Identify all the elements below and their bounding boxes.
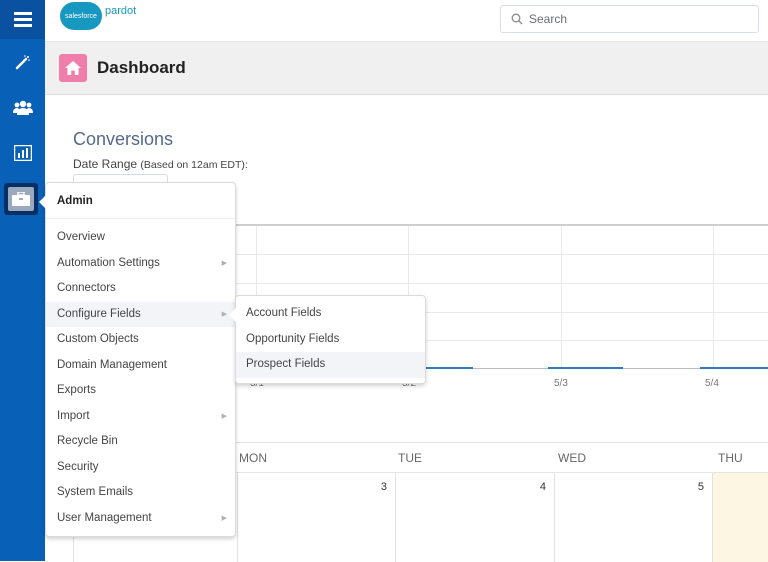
calendar-cell[interactable]: 4 xyxy=(395,473,554,562)
menu-item-user-management[interactable]: User Management ▶ xyxy=(46,506,235,532)
caret-right-icon: ▶ xyxy=(221,412,227,420)
menu-item-system-emails[interactable]: System Emails xyxy=(46,480,235,506)
menu-item-automation-settings[interactable]: Automation Settings ▶ xyxy=(46,251,235,277)
menu-item-exports[interactable]: Exports xyxy=(46,378,235,404)
home-icon xyxy=(65,61,81,75)
menu-item-security[interactable]: Security xyxy=(46,455,235,481)
top-bar: salesforce pardot Search xyxy=(45,0,768,41)
nav-marketing[interactable] xyxy=(0,44,45,80)
menu-item-label: Connectors xyxy=(57,282,116,294)
calendar-date: 5 xyxy=(697,481,704,493)
search-placeholder: Search xyxy=(529,12,568,26)
menu-item-label: System Emails xyxy=(57,486,134,498)
x-tick-label: 5/4 xyxy=(705,378,719,389)
calendar-date: 3 xyxy=(380,481,387,493)
menu-item-label: Recycle Bin xyxy=(57,435,118,447)
menu-item-label: Domain Management xyxy=(57,358,167,371)
search-input[interactable]: Search xyxy=(500,5,759,33)
magic-wand-icon xyxy=(15,55,30,70)
menu-item-domain-management[interactable]: Domain Management xyxy=(46,353,235,379)
calendar-day-header: WED xyxy=(558,451,586,465)
submenu-item-prospect-fields[interactable]: Prospect Fields xyxy=(236,352,425,378)
bar-chart-icon xyxy=(13,145,32,161)
x-tick-label: 5/3 xyxy=(554,378,568,389)
date-range-select[interactable] xyxy=(73,174,168,188)
hamburger-icon xyxy=(13,12,32,27)
menu-item-configure-fields[interactable]: Configure Fields ▶ xyxy=(46,301,235,327)
menu-item-import[interactable]: Import ▶ xyxy=(46,404,235,430)
people-icon xyxy=(12,100,33,115)
menu-item-recycle-bin[interactable]: Recycle Bin xyxy=(46,429,235,455)
calendar-date: 4 xyxy=(539,481,546,493)
menu-item-label: User Management xyxy=(57,511,152,524)
calendar-day-header: THU xyxy=(718,451,743,465)
calendar-cell[interactable]: 5 xyxy=(554,473,712,562)
calendar-day-header: TUE xyxy=(398,451,422,465)
salesforce-cloud-logo: salesforce xyxy=(60,2,102,30)
nav-reports[interactable] xyxy=(0,135,45,171)
menu-item-label: Overview xyxy=(57,231,105,243)
admin-menu-title: Admin xyxy=(46,183,235,219)
menu-item-custom-objects[interactable]: Custom Objects xyxy=(46,327,235,353)
date-range-label: Date Range (Based on 12am EDT): xyxy=(73,157,248,171)
nav-admin[interactable] xyxy=(4,183,38,215)
main-menu-button[interactable] xyxy=(0,0,45,39)
menu-item-overview[interactable]: Overview xyxy=(46,225,235,251)
pardot-logo[interactable]: salesforce pardot xyxy=(60,2,136,30)
date-range-note: (Based on 12am EDT): xyxy=(140,159,248,171)
submenu-item-account-fields[interactable]: Account Fields xyxy=(246,307,322,319)
menu-item-label: Configure Fields xyxy=(57,307,141,320)
caret-right-icon: ▶ xyxy=(221,310,227,318)
calendar-day-header: MON xyxy=(239,451,267,465)
submenu-item-opportunity-fields[interactable]: Opportunity Fields xyxy=(246,332,340,345)
configure-fields-submenu: Account Fields Opportunity Fields Prospe… xyxy=(229,295,426,384)
product-name: pardot xyxy=(105,5,137,17)
menu-item-label: Custom Objects xyxy=(57,333,139,345)
admin-menu: Admin Overview Automation Settings ▶ Conn… xyxy=(39,182,236,537)
caret-right-icon: ▶ xyxy=(221,514,227,522)
menu-item-label: Security xyxy=(57,460,99,473)
calendar-cell[interactable]: 3 xyxy=(237,473,395,562)
calendar-cell-today[interactable] xyxy=(712,473,768,562)
page-header: Dashboard xyxy=(45,41,768,95)
nav-prospects[interactable] xyxy=(0,89,45,125)
date-range-text: Date Range xyxy=(73,157,138,171)
menu-item-label: Automation Settings xyxy=(57,256,160,269)
caret-right-icon: ▶ xyxy=(221,259,227,267)
menu-item-connectors[interactable]: Connectors xyxy=(46,276,235,302)
conversions-title: Conversions xyxy=(73,129,174,149)
briefcase-icon xyxy=(12,192,30,206)
page-title: Dashboard xyxy=(97,58,186,77)
menu-item-label: Import xyxy=(57,409,90,422)
calendar: MON TUE WED THU 3 4 5 xyxy=(73,442,768,562)
nav-rail xyxy=(0,0,45,561)
menu-item-label: Exports xyxy=(57,384,96,396)
search-icon xyxy=(511,13,523,25)
home-tile xyxy=(59,54,87,82)
